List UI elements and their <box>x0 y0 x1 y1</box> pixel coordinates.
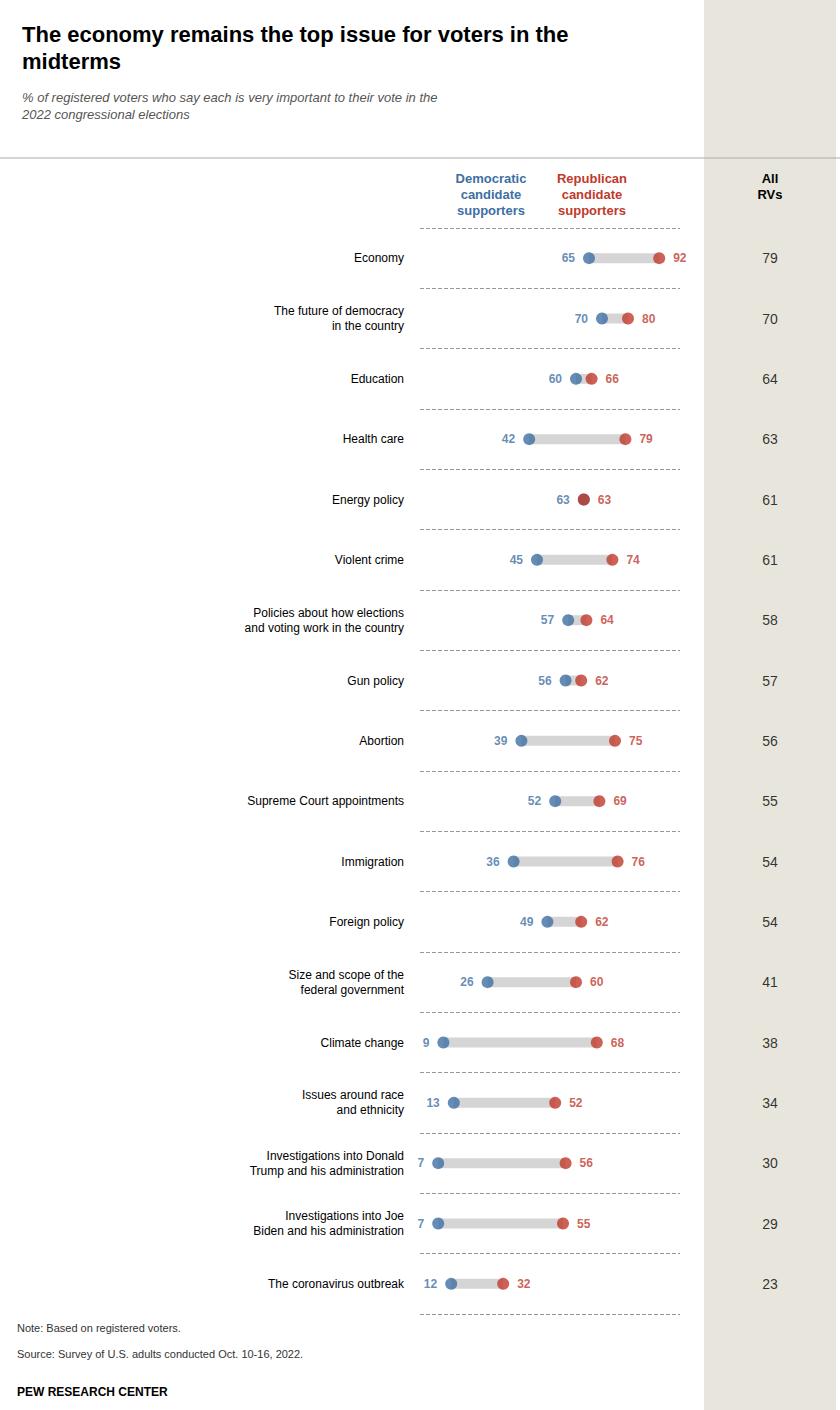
svg-text:32: 32 <box>517 1277 531 1291</box>
svg-text:76: 76 <box>632 855 646 869</box>
svg-text:Source: Survey of U.S. adults: Source: Survey of U.S. adults conducted … <box>17 1348 303 1360</box>
svg-text:2022 congressional elections: 2022 congressional elections <box>21 107 190 122</box>
svg-text:in the country: in the country <box>332 319 404 333</box>
svg-text:Climate change: Climate change <box>321 1036 405 1050</box>
svg-text:7: 7 <box>418 1156 425 1170</box>
svg-text:supporters: supporters <box>457 203 525 218</box>
svg-text:29: 29 <box>762 1216 778 1232</box>
svg-text:and voting work in the country: and voting work in the country <box>245 621 404 635</box>
svg-text:RVs: RVs <box>757 187 782 202</box>
svg-text:58: 58 <box>762 612 778 628</box>
svg-text:federal government: federal government <box>301 983 405 997</box>
svg-text:56: 56 <box>580 1156 594 1170</box>
svg-text:69: 69 <box>613 794 627 808</box>
svg-text:Abortion: Abortion <box>359 734 404 748</box>
svg-text:66: 66 <box>606 372 620 386</box>
svg-text:Policies about how elections: Policies about how elections <box>253 606 404 620</box>
svg-text:55: 55 <box>762 793 778 809</box>
svg-text:64: 64 <box>600 613 614 627</box>
svg-text:52: 52 <box>528 794 542 808</box>
svg-text:34: 34 <box>762 1095 778 1111</box>
svg-text:64: 64 <box>762 371 778 387</box>
svg-text:62: 62 <box>595 674 609 688</box>
svg-text:Issues around race: Issues around race <box>302 1088 404 1102</box>
svg-text:Biden and his administration: Biden and his administration <box>253 1224 404 1238</box>
svg-text:midterms: midterms <box>22 49 121 74</box>
svg-text:supporters: supporters <box>558 203 626 218</box>
svg-text:41: 41 <box>762 974 778 990</box>
svg-text:PEW RESEARCH CENTER: PEW RESEARCH CENTER <box>17 1385 168 1399</box>
svg-text:68: 68 <box>611 1036 625 1050</box>
svg-text:Gun policy: Gun policy <box>347 674 404 688</box>
svg-text:Note: Based on registered vote: Note: Based on registered voters. <box>17 1322 181 1334</box>
svg-text:45: 45 <box>510 553 524 567</box>
svg-text:Economy: Economy <box>354 251 404 265</box>
svg-text:92: 92 <box>673 251 687 265</box>
svg-text:70: 70 <box>762 311 778 327</box>
svg-text:Health care: Health care <box>343 432 405 446</box>
svg-text:55: 55 <box>577 1217 591 1231</box>
svg-text:The economy remains the top is: The economy remains the top issue for vo… <box>22 22 568 47</box>
svg-text:79: 79 <box>762 250 778 266</box>
svg-text:63: 63 <box>556 493 570 507</box>
svg-text:52: 52 <box>569 1096 583 1110</box>
svg-text:36: 36 <box>486 855 500 869</box>
svg-text:Democratic: Democratic <box>456 171 527 186</box>
svg-text:54: 54 <box>762 914 778 930</box>
svg-text:and ethnicity: and ethnicity <box>337 1103 404 1117</box>
svg-text:Education: Education <box>351 372 404 386</box>
svg-text:candidate: candidate <box>562 187 623 202</box>
svg-text:26: 26 <box>460 975 474 989</box>
svg-text:61: 61 <box>762 492 778 508</box>
svg-text:63: 63 <box>598 493 612 507</box>
svg-text:30: 30 <box>762 1155 778 1171</box>
svg-text:Foreign policy: Foreign policy <box>329 915 404 929</box>
svg-text:65: 65 <box>562 251 576 265</box>
svg-text:57: 57 <box>541 613 555 627</box>
svg-text:75: 75 <box>629 734 643 748</box>
svg-text:23: 23 <box>762 1276 778 1292</box>
svg-text:56: 56 <box>762 733 778 749</box>
svg-text:70: 70 <box>575 312 589 326</box>
svg-text:54: 54 <box>762 854 778 870</box>
svg-text:60: 60 <box>590 975 604 989</box>
svg-text:42: 42 <box>502 432 516 446</box>
svg-text:7: 7 <box>418 1217 425 1231</box>
svg-text:61: 61 <box>762 552 778 568</box>
svg-text:74: 74 <box>626 553 640 567</box>
svg-text:The future of democracy: The future of democracy <box>274 304 404 318</box>
svg-text:63: 63 <box>762 431 778 447</box>
svg-text:12: 12 <box>424 1277 438 1291</box>
svg-text:39: 39 <box>494 734 508 748</box>
svg-text:The coronavirus outbreak: The coronavirus outbreak <box>268 1277 405 1291</box>
svg-text:% of registered voters who say: % of registered voters who say each is v… <box>22 90 437 105</box>
svg-text:Investigations into Donald: Investigations into Donald <box>267 1149 404 1163</box>
svg-text:Violent crime: Violent crime <box>335 553 404 567</box>
svg-text:Immigration: Immigration <box>341 855 404 869</box>
svg-text:Republican: Republican <box>557 171 627 186</box>
svg-text:80: 80 <box>642 312 656 326</box>
svg-text:57: 57 <box>762 673 778 689</box>
svg-text:79: 79 <box>639 432 653 446</box>
svg-text:Investigations into Joe: Investigations into Joe <box>285 1209 404 1223</box>
svg-text:Supreme Court appointments: Supreme Court appointments <box>247 794 404 808</box>
svg-text:60: 60 <box>549 372 563 386</box>
svg-text:candidate: candidate <box>461 187 522 202</box>
svg-text:Trump and his administration: Trump and his administration <box>250 1164 404 1178</box>
svg-text:38: 38 <box>762 1035 778 1051</box>
svg-text:56: 56 <box>538 674 552 688</box>
svg-text:Size and scope of the: Size and scope of the <box>289 968 405 982</box>
svg-text:Energy policy: Energy policy <box>332 493 404 507</box>
svg-text:62: 62 <box>595 915 609 929</box>
svg-text:13: 13 <box>426 1096 440 1110</box>
svg-text:49: 49 <box>520 915 534 929</box>
svg-text:All: All <box>762 171 779 186</box>
svg-text:9: 9 <box>423 1036 430 1050</box>
